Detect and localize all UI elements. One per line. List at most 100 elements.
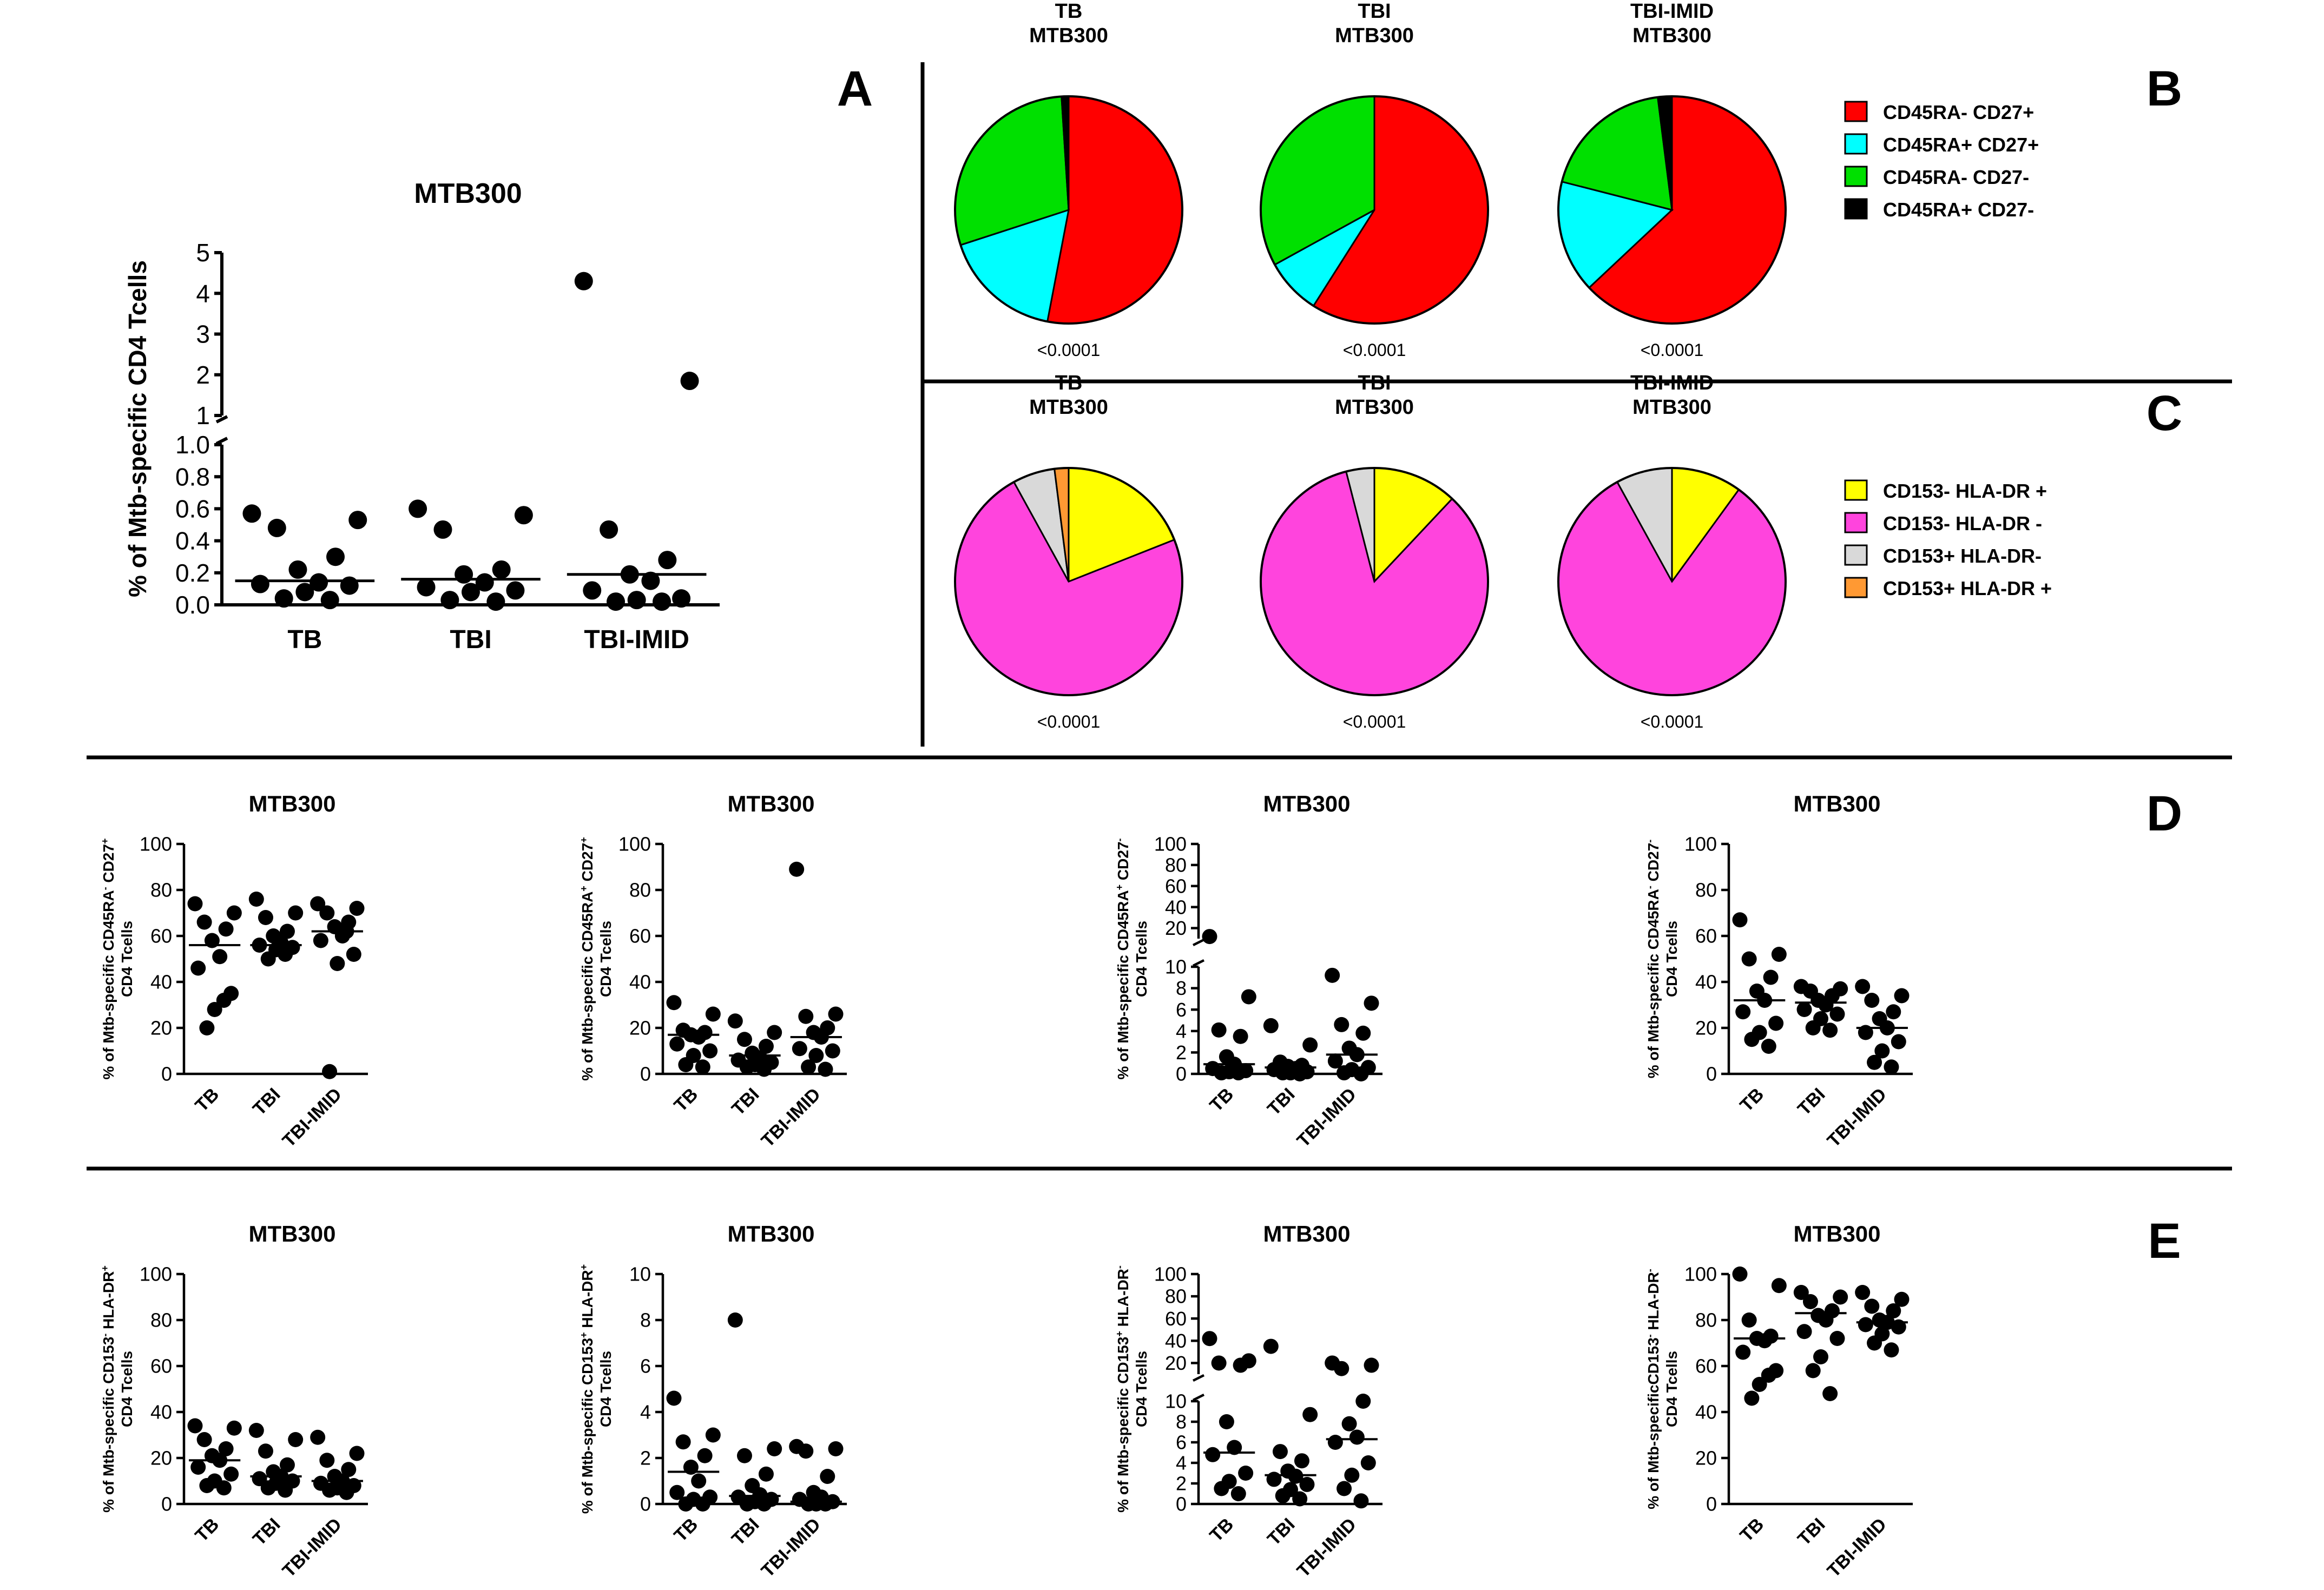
y-axis-label-part: -: [1644, 1334, 1655, 1337]
y-tick-label: 0: [1706, 1493, 1717, 1515]
y-tick-label: 100: [1684, 1263, 1717, 1285]
y-axis-label-line2: CD4 Tcells: [1663, 921, 1680, 997]
data-point: [1732, 1266, 1748, 1282]
data-point: [417, 578, 436, 597]
y-axis-label-part: HLA-DR: [1645, 1272, 1662, 1334]
data-point: [678, 1057, 694, 1072]
y-tick-label: 20: [1695, 1017, 1717, 1039]
y-axis-label: % of Mtb-specific CD45RA+ CD27+: [578, 837, 596, 1080]
data-point: [1292, 1491, 1308, 1507]
data-point: [1327, 1435, 1343, 1450]
y-tick-label: 4: [640, 1401, 651, 1423]
x-category-label: TBI: [1794, 1084, 1829, 1120]
y-axis-label-part: % of Mtb-specific CD45RA: [100, 890, 117, 1079]
data-point: [672, 589, 691, 608]
y-tick-label: 0: [161, 1493, 172, 1515]
y-axis-label-line2: CD4 Tcells: [1663, 1351, 1680, 1427]
data-point: [349, 1446, 365, 1461]
y-axis-label-part: +: [1114, 1331, 1125, 1337]
data-point: [1763, 969, 1779, 985]
data-point: [288, 560, 307, 579]
y-tick-label: 60: [1695, 1355, 1717, 1377]
pie-pvalue: <0.0001: [1037, 712, 1101, 731]
legend-label: CD153- HLA-DR -: [1883, 512, 2042, 535]
y-tick-label: 20: [1695, 1447, 1717, 1469]
data-point: [486, 592, 505, 611]
data-point: [1735, 1004, 1751, 1020]
y-tick-label: 0: [161, 1063, 172, 1085]
y-axis-label: % of Mtb-specific CD45RA- CD27-: [1644, 840, 1662, 1078]
legend-swatch: [1844, 479, 1868, 501]
data-point: [319, 1453, 335, 1468]
data-point: [322, 1482, 338, 1498]
pie-panel-b: TBMTB300<0.0001TBIMTB300<0.0001TBI-IMIDM…: [954, 0, 2039, 360]
x-category-label: TB: [1206, 1514, 1237, 1546]
data-point: [1752, 1377, 1767, 1392]
data-point: [641, 571, 660, 590]
data-point: [1275, 1065, 1291, 1081]
data-point: [820, 1469, 835, 1484]
data-point: [1364, 1357, 1379, 1373]
y-tick-label: 100: [618, 833, 651, 855]
pie-legend: CD45RA- CD27+ CD45RA+ CD27+ CD45RA- CD27- C…: [1844, 101, 2039, 221]
data-point: [808, 1048, 824, 1063]
x-category-label: TBI-IMID: [1823, 1084, 1891, 1151]
data-point: [409, 499, 427, 518]
y-tick-label: 60: [1165, 1308, 1187, 1330]
data-point: [1230, 1065, 1246, 1081]
y-tick-label: 80: [150, 879, 172, 901]
data-point: [1275, 1488, 1291, 1503]
data-point: [1205, 1447, 1221, 1462]
legend-swatch: [1844, 166, 1868, 187]
panel-letter-a: A: [837, 61, 873, 116]
y-axis-label: % of Mtb-specific CD153+ HLA-DR+: [578, 1264, 596, 1514]
pie-title: MTB300: [1335, 24, 1414, 47]
y-tick-label: 10: [1165, 1390, 1187, 1413]
data-point: [767, 1441, 782, 1456]
data-point: [818, 1061, 833, 1077]
data-point: [462, 583, 480, 602]
y-axis-label-part: HLA-DR: [1115, 1269, 1131, 1331]
data-point: [1353, 1493, 1369, 1509]
chart-title: MTB300: [1793, 1221, 1880, 1246]
data-point: [514, 506, 533, 525]
data-point: [1735, 1344, 1751, 1360]
data-point: [691, 1473, 707, 1489]
data-point: [1818, 997, 1834, 1013]
data-point: [1344, 1467, 1360, 1483]
data-point: [475, 573, 494, 592]
data-point: [1886, 1004, 1901, 1020]
data-point: [310, 896, 326, 912]
data-point: [310, 573, 328, 592]
data-point: [1233, 1357, 1248, 1373]
data-point: [199, 1478, 215, 1493]
data-point: [680, 372, 699, 391]
y-tick-label: 0: [1176, 1063, 1187, 1085]
legend-swatch: [1844, 512, 1868, 533]
data-point: [758, 1466, 774, 1482]
legend-label: CD45RA- CD27+: [1883, 101, 2034, 123]
pie-outline: [954, 95, 1183, 325]
axis-break-mark: [1192, 1393, 1205, 1402]
data-point: [274, 589, 293, 608]
axis-break-mark: [1192, 959, 1205, 967]
data-point: [1732, 912, 1748, 928]
x-category-label: TBI: [1263, 1514, 1299, 1550]
data-point: [1768, 1015, 1784, 1031]
data-point: [288, 905, 304, 921]
x-category-label: TB: [191, 1084, 223, 1116]
y-tick-label: 80: [629, 879, 651, 901]
pie-outline: [1557, 467, 1787, 696]
data-point: [322, 1064, 338, 1079]
chart-title: MTB300: [1793, 791, 1880, 816]
data-point: [697, 1448, 713, 1463]
data-point: [226, 1420, 242, 1436]
x-category-label: TB: [1736, 1084, 1768, 1116]
chart-title: MTB300: [1263, 1221, 1350, 1246]
data-point: [187, 896, 203, 912]
legend-label: CD153- HLA-DR +: [1883, 480, 2047, 502]
data-point: [1793, 1285, 1809, 1300]
